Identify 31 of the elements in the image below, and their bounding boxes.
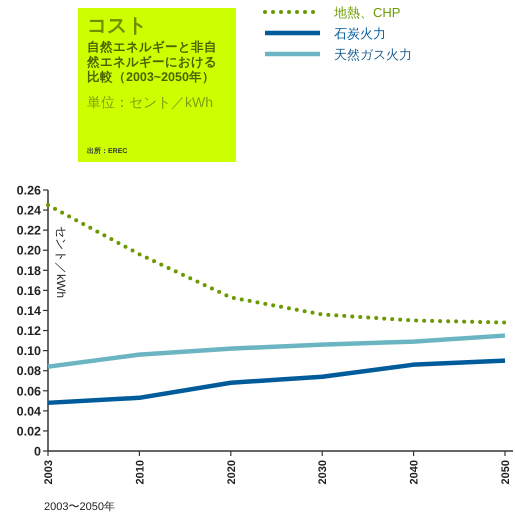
x-tick-label: 2010	[134, 460, 146, 484]
line-series	[46, 333, 508, 369]
y-tick-label: 0.22	[16, 224, 42, 238]
legend-label: 天然ガス火力	[334, 47, 412, 62]
y-tick-label: 0.14	[16, 304, 42, 318]
line-series	[46, 358, 508, 406]
x-tick-label: 2003	[43, 460, 55, 484]
x-tick-label: 2020	[226, 460, 238, 484]
y-tick-label: 0	[34, 444, 42, 458]
x-tick-label: 2040	[408, 460, 421, 484]
y-tick-label: 0.20	[16, 244, 42, 258]
y-tick-label: 0.02	[16, 424, 42, 438]
y-tick-label: 0.06	[16, 384, 42, 398]
y-axis-title: セント／kWh	[54, 226, 68, 298]
text: 単位：セント／kWh	[87, 94, 213, 112]
chart-title: コスト	[87, 14, 147, 39]
x-tick-label: 2050	[500, 460, 512, 484]
y-tick-label: 0.26	[16, 184, 42, 198]
y-tick-label: 0.08	[16, 364, 42, 378]
chart-subtitle: 自然エネルギーと非自然エネルギーにおける比較（2003~2050年）	[87, 40, 218, 85]
line-series	[46, 203, 507, 325]
legend-label: 地熱、CHP	[333, 5, 400, 20]
x-tick-label: 2030	[317, 460, 330, 484]
y-tick-label: 0.24	[16, 204, 42, 218]
y-tick-label: 0.12	[16, 324, 42, 338]
legend-label: 石炭火力	[334, 26, 386, 41]
y-tick-label: 0.16	[16, 284, 42, 298]
y-tick-label: 0.04	[16, 404, 42, 418]
y-tick-label: 0.10	[16, 344, 42, 358]
x-axis-title: 2003〜2050年	[44, 501, 115, 513]
y-tick-label: 0.18	[16, 264, 42, 278]
